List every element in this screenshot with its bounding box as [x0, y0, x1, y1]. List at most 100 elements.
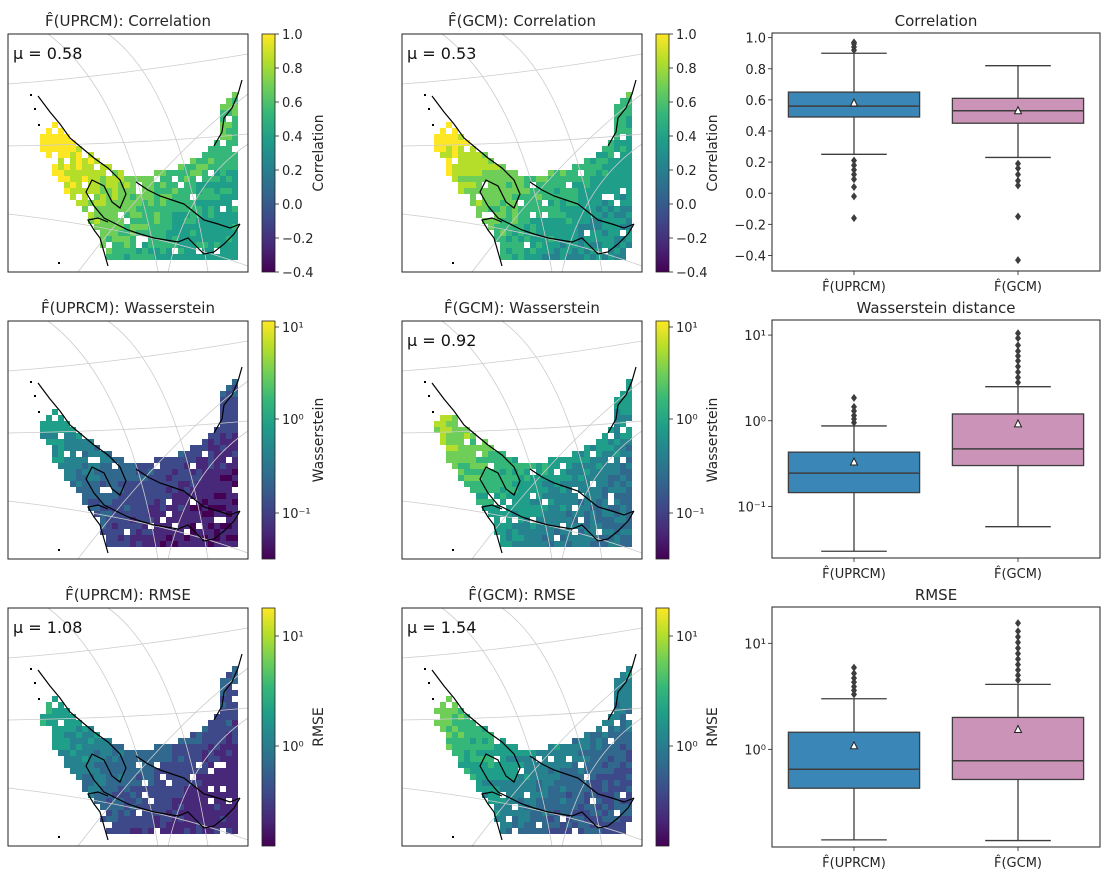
- y-tick-label: 0.2: [745, 156, 766, 171]
- graticule-line: [167, 430, 248, 559]
- y-tick-label: 0.6: [745, 94, 766, 109]
- y-tick-label: 0.8: [745, 63, 766, 78]
- graticule-line: [402, 53, 642, 85]
- colorbar-gradient: [261, 607, 276, 847]
- mean-annotation: μ = 1.08: [13, 618, 82, 637]
- outlier-point: [851, 674, 857, 683]
- graticule-line: [107, 608, 209, 846]
- boxplot-panels: Correlation −0.4 −0.2 0.0 0.2 0.4 0.6 0.8 1.0 F̂(…: [734, 12, 1101, 871]
- colorbar-tick-label: −0.4: [282, 266, 314, 281]
- graticule-line: [402, 787, 642, 841]
- outlier-point: [1015, 164, 1021, 173]
- outlier-point: [851, 156, 857, 165]
- outlier-point: [1015, 356, 1021, 365]
- island-marker: [452, 836, 454, 838]
- map-panel-1-1: F̂(GCM): Wasserstein μ = 0.92 10¹ 10⁰ 10⁻¹ Wa…: [401, 298, 721, 560]
- outlier-point: [1015, 649, 1021, 658]
- colorbar-gradient: [655, 33, 670, 273]
- outlier-point: [1015, 341, 1021, 350]
- map-frame: [401, 320, 643, 560]
- outlier-point: [1015, 256, 1021, 265]
- y-tick-label: −0.2: [734, 218, 766, 233]
- colorbar: 10¹ 10⁰ 10⁻¹ Wasserstein: [655, 320, 721, 560]
- outlier-point: [1015, 627, 1021, 636]
- map-field: [40, 666, 238, 834]
- island-marker: [452, 262, 454, 264]
- mean-marker: [849, 456, 859, 466]
- y-tick-label: 10⁰: [744, 743, 766, 758]
- graticule-line: [501, 321, 603, 559]
- graticule-line: [107, 321, 209, 559]
- colorbar-tick-label: 10¹: [282, 630, 304, 645]
- colorbar-tick-label: 10⁰: [676, 740, 698, 755]
- map-title: F̂(GCM): RMSE: [468, 585, 576, 604]
- coastline: [431, 366, 637, 554]
- island-marker: [432, 124, 434, 126]
- island-marker: [424, 94, 426, 96]
- island-marker: [30, 94, 32, 96]
- coastline: [431, 79, 637, 267]
- graticule-line: [8, 500, 248, 554]
- colorbar-tick-label: 0.6: [282, 96, 303, 111]
- colorbar-gradient: [261, 33, 276, 273]
- outlier-point: [851, 690, 857, 699]
- colorbar: 10¹ 10⁰ RMSE: [261, 607, 327, 847]
- outlier-point: [1015, 181, 1021, 190]
- box-0: [787, 663, 921, 841]
- outlier-point: [851, 175, 857, 184]
- map-panel-1-0: F̂(UPRCM): Wasserstein 10¹ 10⁰ 10⁻¹ Wasserst…: [7, 298, 327, 560]
- graticule-line: [441, 608, 553, 846]
- island-marker: [428, 682, 430, 684]
- colorbar-label: Wasserstein: [311, 398, 327, 483]
- island-marker: [58, 262, 60, 264]
- graticule-line: [402, 627, 642, 659]
- y-tick-label: 1.0: [745, 32, 766, 47]
- map-panel-2-0: F̂(UPRCM): RMSE μ = 1.08 10¹ 10⁰ RMSE: [7, 585, 327, 847]
- map-title: F̂(UPRCM): Correlation: [45, 11, 211, 30]
- box-1: [951, 329, 1085, 528]
- graticule-line: [561, 717, 642, 846]
- mean-annotation: μ = 0.92: [407, 331, 476, 350]
- x-tick-label: F̂(UPRCM): [822, 280, 886, 295]
- colorbar-tick-label: 0.2: [676, 164, 697, 179]
- outlier-point: [1015, 329, 1021, 338]
- graticule-line: [47, 608, 159, 846]
- box-1: [951, 65, 1085, 265]
- outlier-point: [1015, 362, 1021, 371]
- colorbar: 1.0 0.8 0.6 0.4 0.2 0.0 −0.2 −0.4 Correlation: [655, 28, 721, 281]
- graticule-line: [441, 321, 553, 559]
- colorbar-tick-label: 0.0: [282, 198, 303, 213]
- graticule-line: [471, 93, 642, 272]
- outlier-point: [851, 678, 857, 687]
- colorbar-tick-label: 10¹: [676, 321, 698, 336]
- chart-title: RMSE: [915, 586, 957, 604]
- graticule-line: [167, 143, 248, 272]
- colorbar-label: RMSE: [311, 707, 327, 747]
- island-marker: [424, 381, 426, 383]
- map-field: [434, 379, 632, 547]
- outlier-point: [1015, 378, 1021, 387]
- outlier-point: [851, 38, 857, 47]
- graticule-line: [402, 500, 642, 554]
- mean-marker: [1013, 418, 1023, 428]
- mean-marker: [849, 97, 859, 107]
- map-frame: [401, 607, 643, 847]
- mean-annotation: μ = 0.53: [407, 44, 476, 63]
- x-tick-label: F̂(GCM): [994, 856, 1042, 871]
- graticule-line: [8, 53, 248, 85]
- map-field: [40, 379, 238, 547]
- graticule-line: [77, 380, 248, 559]
- colorbar: 1.0 0.8 0.6 0.4 0.2 0.0 −0.2 −0.4 Correlation: [261, 28, 327, 281]
- colorbar-tick-label: 1.0: [676, 28, 697, 43]
- x-tick-label: F̂(GCM): [994, 280, 1042, 295]
- graticule-line: [561, 143, 642, 272]
- outlier-point: [851, 393, 857, 402]
- y-tick-label: −0.4: [734, 249, 766, 264]
- map-title: F̂(UPRCM): Wasserstein: [41, 298, 215, 317]
- graticule-line: [167, 717, 248, 846]
- map-frame: [7, 320, 249, 560]
- island-marker: [30, 381, 32, 383]
- colorbar-tick-label: 1.0: [282, 28, 303, 43]
- outlier-point: [851, 669, 857, 678]
- map-title: F̂(UPRCM): RMSE: [65, 585, 191, 604]
